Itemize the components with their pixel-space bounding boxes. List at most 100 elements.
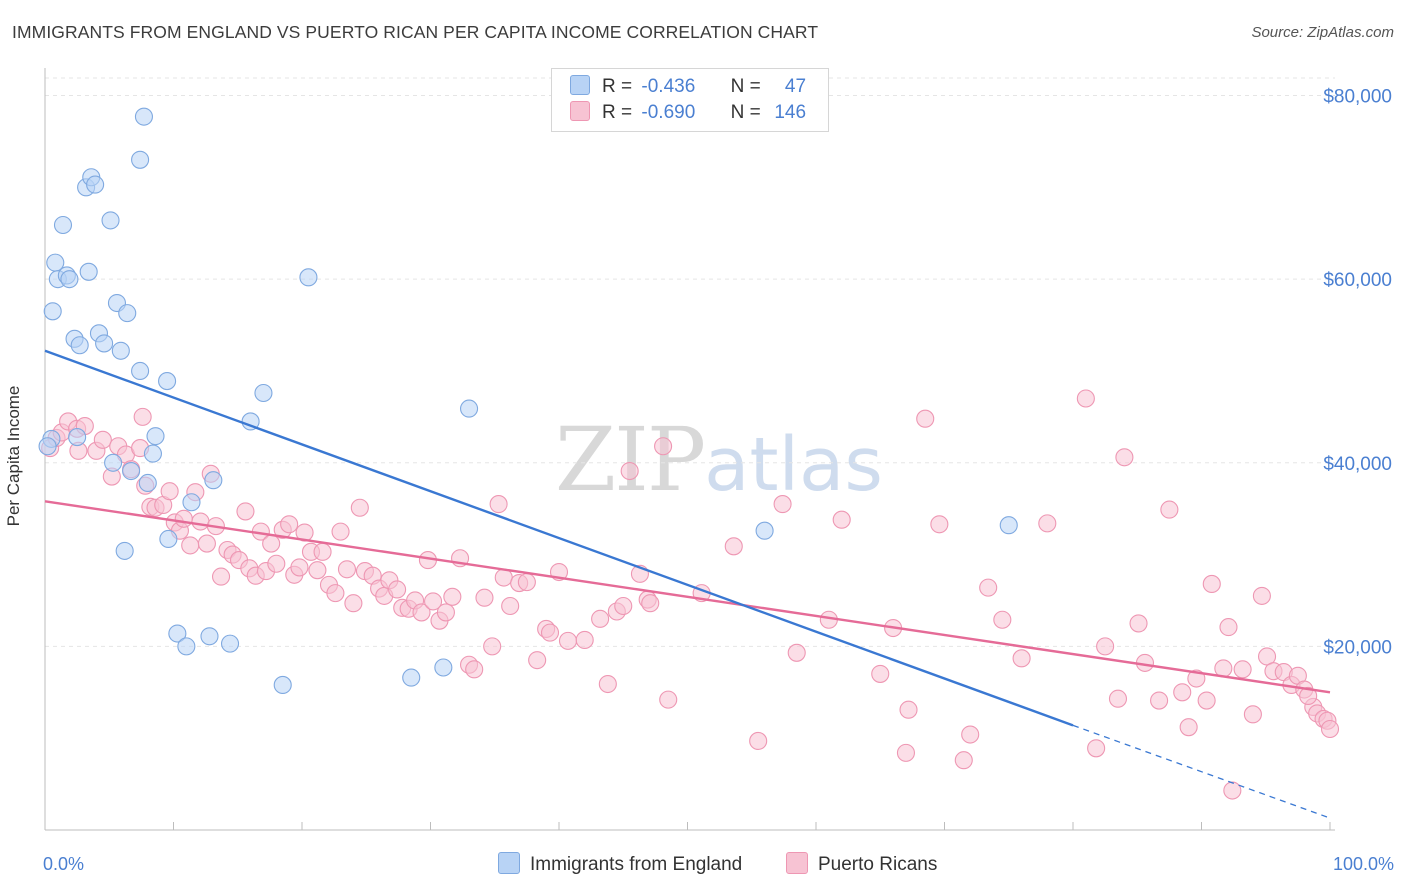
data-point	[614, 596, 633, 616]
data-point	[620, 461, 639, 481]
data-point	[501, 596, 520, 616]
data-point	[60, 270, 79, 289]
data-point	[1252, 586, 1271, 605]
data-point	[262, 534, 281, 553]
trend-line-puerto-ricans	[44, 500, 1331, 694]
data-point	[832, 510, 851, 529]
series-puerto-ricans	[41, 389, 1340, 800]
data-point	[197, 534, 216, 553]
data-point	[483, 637, 502, 656]
data-point	[443, 587, 462, 606]
data-point	[143, 444, 162, 463]
data-point	[755, 521, 774, 540]
data-point	[412, 603, 431, 622]
data-point	[787, 643, 806, 662]
data-point	[1299, 686, 1318, 706]
data-point	[436, 603, 455, 622]
data-point	[146, 427, 165, 446]
data-point	[1202, 574, 1221, 594]
data-point	[86, 175, 105, 194]
data-point	[38, 437, 57, 456]
r-label: R =	[602, 76, 633, 97]
data-point	[308, 561, 327, 580]
data-point	[434, 658, 453, 677]
data-point	[1233, 660, 1252, 679]
series-immigrants-from-england	[38, 107, 1018, 694]
data-point	[134, 107, 153, 126]
legend-label-puerto-ricans: Puerto Ricans	[818, 854, 938, 875]
data-point	[749, 731, 768, 750]
data-point	[168, 624, 187, 643]
data-point	[133, 407, 152, 426]
data-point	[724, 537, 743, 556]
r-label: R =	[602, 102, 633, 123]
data-point	[465, 660, 484, 679]
source-credit: Source: ZipAtlas.com	[1251, 24, 1394, 41]
data-point	[104, 453, 123, 472]
data-point	[191, 512, 210, 531]
data-point	[558, 631, 578, 650]
watermark: ZIPatlas	[555, 408, 883, 511]
data-point	[101, 211, 120, 230]
data-point	[1096, 637, 1115, 656]
data-point	[111, 341, 130, 360]
data-point	[160, 482, 179, 501]
data-point	[122, 461, 141, 481]
data-point	[459, 399, 479, 418]
data-point	[138, 473, 157, 493]
data-point	[70, 336, 89, 355]
data-point	[659, 690, 678, 709]
n-value: 146	[774, 102, 807, 123]
y-axis-label: Per Capita Income	[4, 385, 23, 527]
data-point	[475, 588, 494, 607]
data-point	[598, 674, 617, 694]
data-point	[899, 700, 918, 719]
y-tick-label: $60,000	[1323, 270, 1392, 291]
data-point	[1038, 514, 1057, 533]
data-point	[1179, 718, 1198, 737]
data-point	[53, 215, 73, 235]
data-point	[1243, 705, 1262, 724]
y-tick-label: $80,000	[1323, 87, 1392, 108]
data-point	[402, 668, 421, 687]
legend-item-puerto-ricans[interactable]: Puerto Ricans	[786, 852, 937, 876]
data-point	[540, 623, 560, 642]
x-tick-label: 100.0%	[1333, 854, 1394, 874]
watermark-atlas: atlas	[704, 422, 883, 508]
data-point	[1173, 683, 1192, 702]
data-point	[290, 558, 309, 577]
y-tick-label: $20,000	[1323, 637, 1392, 658]
y-tick-label: $40,000	[1323, 454, 1392, 475]
data-point	[220, 634, 240, 653]
legend-swatch-blue	[498, 852, 520, 874]
data-point	[388, 580, 407, 599]
data-point	[43, 302, 62, 321]
data-point	[115, 541, 134, 560]
n-value: 47	[784, 76, 807, 97]
data-point	[1160, 500, 1179, 519]
data-point	[993, 610, 1012, 629]
data-point	[916, 409, 935, 428]
data-point	[528, 651, 547, 670]
data-point	[871, 664, 890, 683]
data-point	[575, 630, 594, 650]
data-point	[93, 430, 112, 449]
data-point	[118, 304, 137, 323]
legend-swatch-pink	[786, 852, 808, 874]
legend-item-england[interactable]: Immigrants from England	[498, 852, 742, 876]
data-point	[999, 516, 1018, 535]
r-value: -0.690	[641, 102, 696, 123]
data-point	[517, 573, 536, 592]
stat-row-england: R = -0.436 N = 47	[570, 75, 806, 101]
data-point	[979, 578, 998, 597]
data-point	[591, 609, 610, 628]
data-point	[200, 627, 219, 646]
legend: Immigrants from England Puerto Ricans	[0, 852, 1406, 878]
data-point	[654, 437, 673, 456]
data-point	[1108, 689, 1128, 708]
data-point	[1115, 448, 1134, 467]
data-point	[1197, 691, 1216, 710]
data-point	[896, 743, 916, 762]
data-point	[961, 725, 980, 744]
